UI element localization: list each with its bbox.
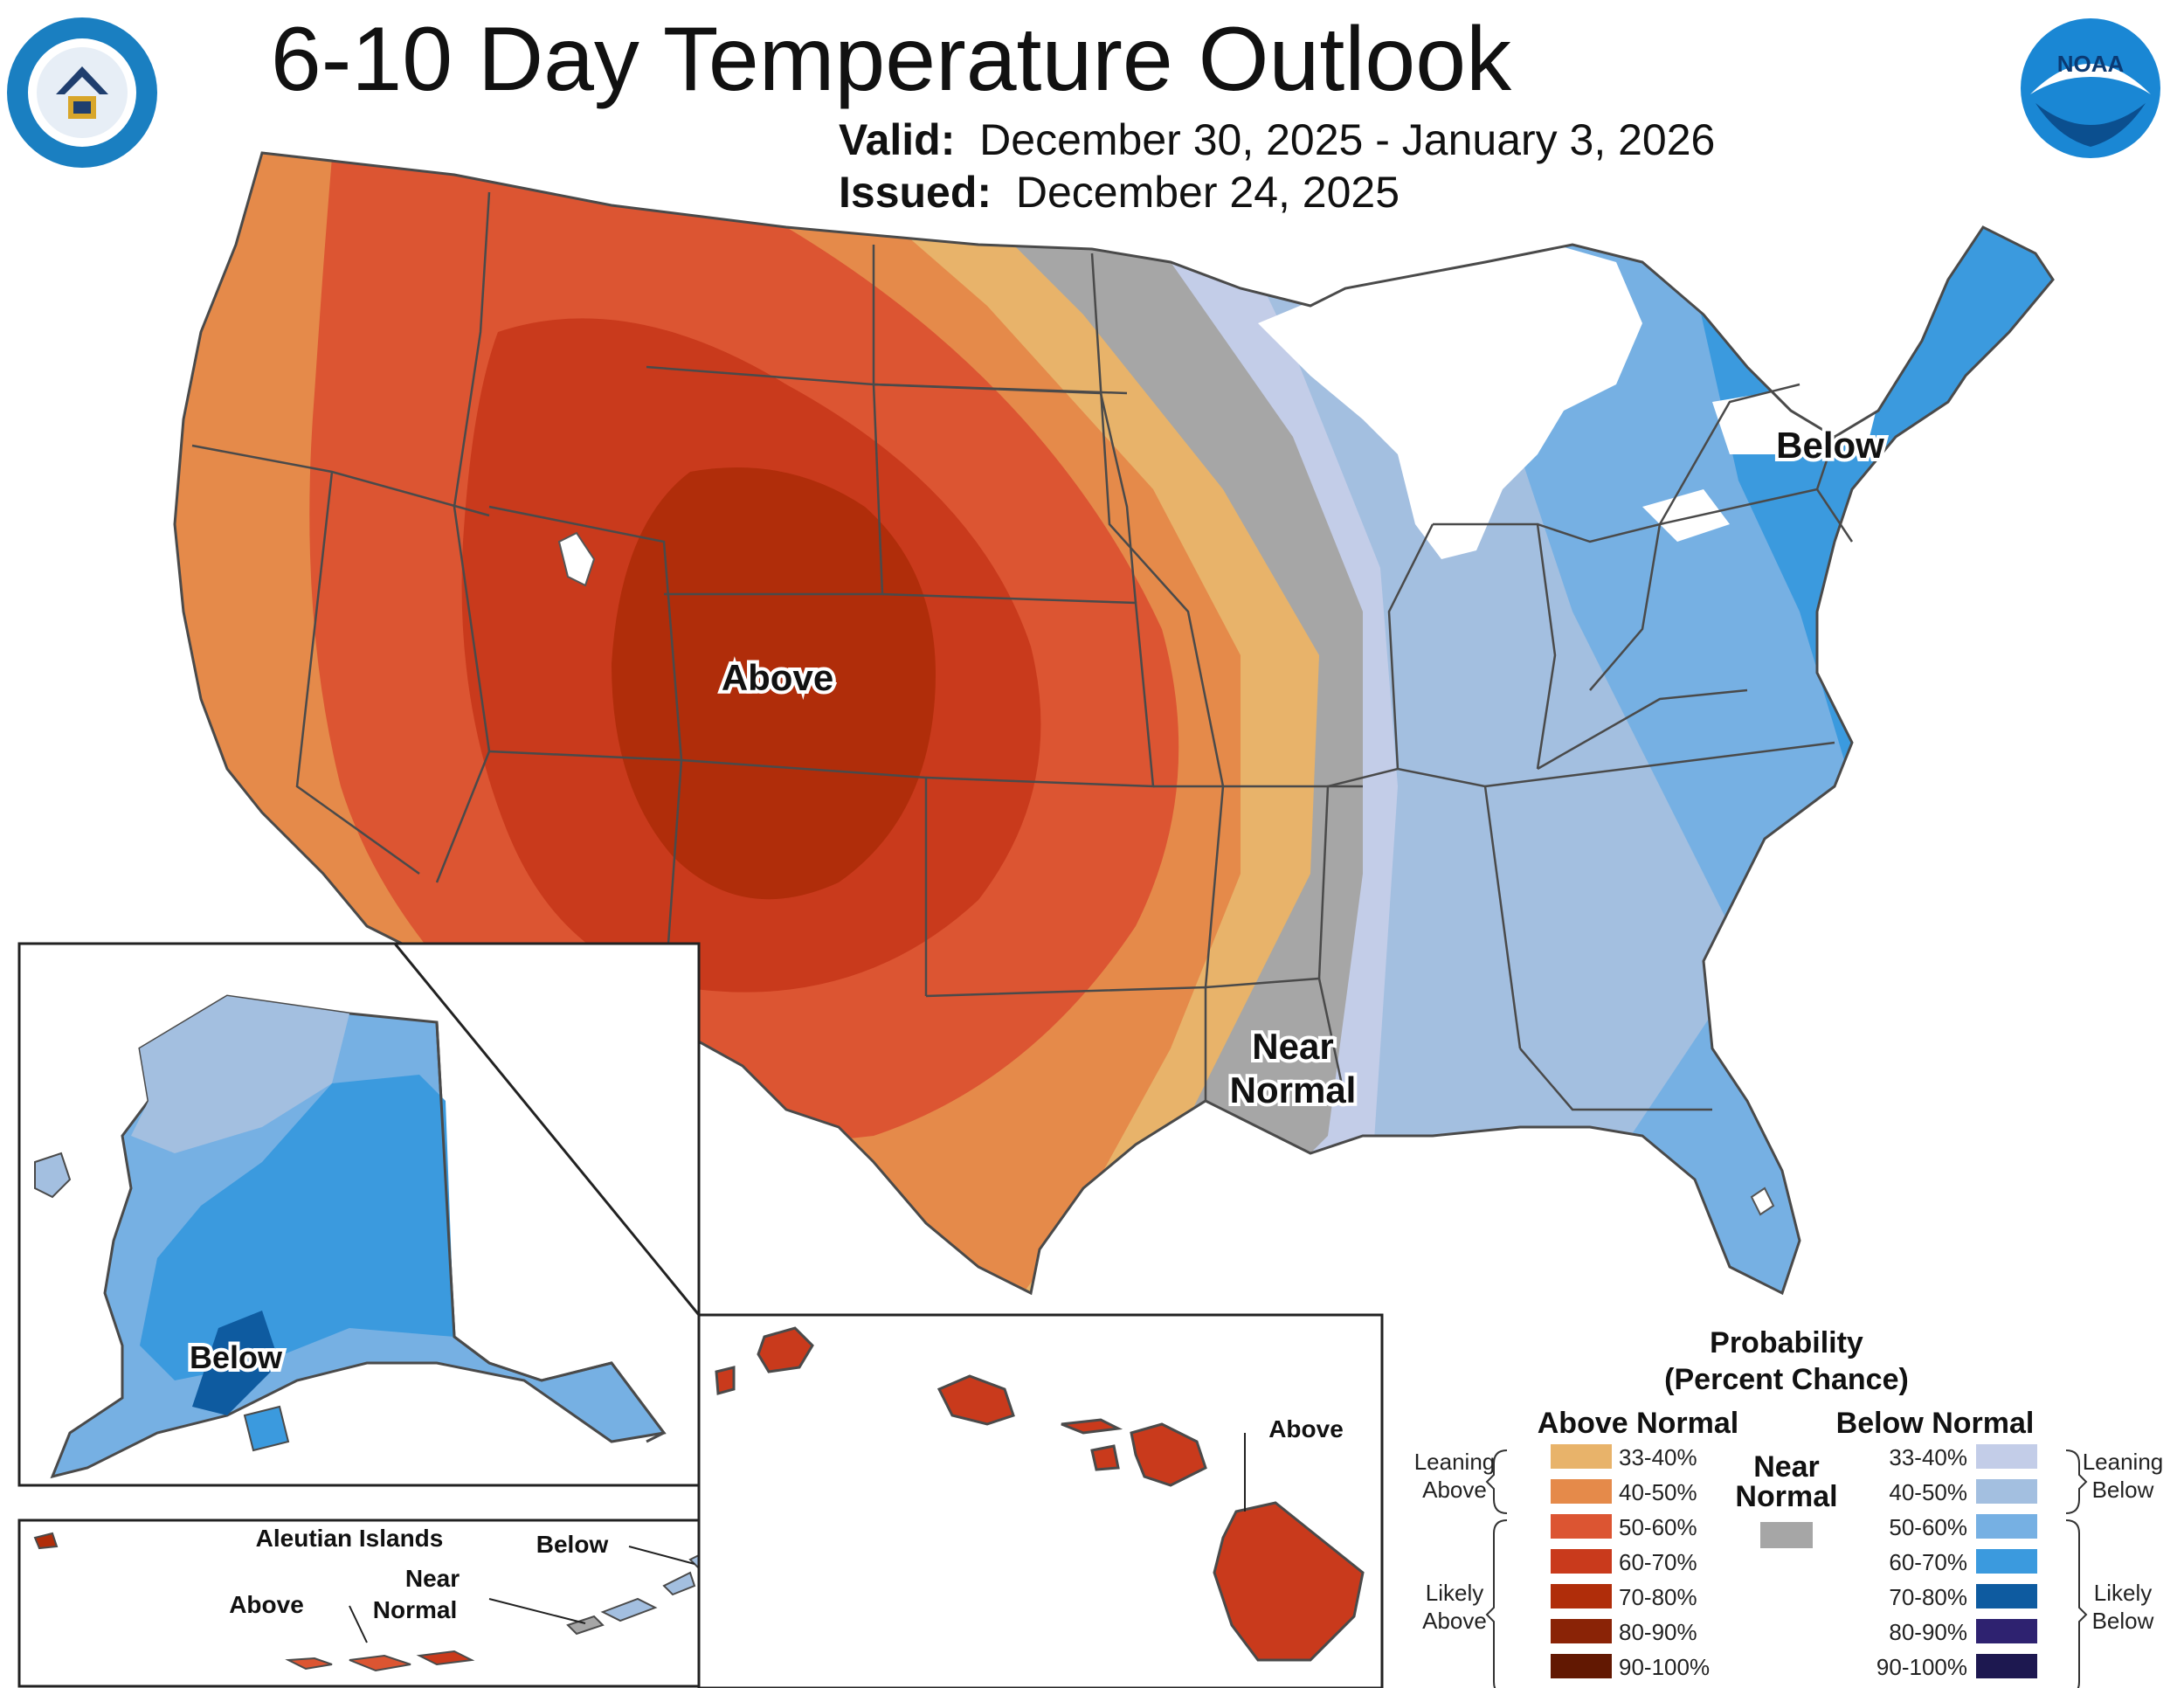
legend-below-swatch-5 xyxy=(1976,1619,2037,1643)
legend-above-swatch-6 xyxy=(1551,1654,1612,1678)
legend-above-range-3: 60-70% xyxy=(1619,1549,1697,1575)
legend-below-swatch-4 xyxy=(1976,1584,2037,1608)
legend-above-range-4: 70-80% xyxy=(1619,1584,1697,1610)
aleutian-islands xyxy=(33,1532,700,1672)
label-aleutian-below: Below xyxy=(536,1531,609,1558)
legend-near-1: Near xyxy=(1753,1450,1820,1484)
legend-above-range-5: 80-90% xyxy=(1619,1619,1697,1645)
legend-below-range-2: 50-60% xyxy=(1889,1514,1967,1540)
valid-dates: December 30, 2025 - January 3, 2026 xyxy=(979,115,1716,164)
label-aleutian-near-1: Near xyxy=(405,1565,460,1592)
legend-above-swatch-1 xyxy=(1551,1479,1612,1504)
legend-above-range-2: 50-60% xyxy=(1619,1514,1697,1540)
label-aleutian-title: Aleutian Islands xyxy=(256,1525,444,1552)
label-alaska-below: Below xyxy=(190,1339,283,1375)
legend-below-swatch-0 xyxy=(1976,1444,2037,1469)
label-aleutian-above: Above xyxy=(229,1591,304,1618)
label-hawaii-above: Above xyxy=(1268,1415,1344,1442)
legend-above-range-6: 90-100% xyxy=(1619,1654,1710,1680)
alaska-connector-line xyxy=(393,943,701,1316)
legend-below-range-4: 70-80% xyxy=(1889,1584,1967,1610)
label-conus-near-1: Near xyxy=(1252,1026,1333,1067)
legend-below-header: Below Normal xyxy=(1836,1407,2035,1440)
legend-above-swatch-3 xyxy=(1551,1549,1612,1574)
legend-below-swatches: 33-40% 40-50% 50-60% 60-70% 70-80% 80-90% 90-1… xyxy=(1876,1444,2037,1680)
commerce-seal-icon xyxy=(7,17,157,168)
conus-region xyxy=(175,153,2053,1293)
legend-swatch-near xyxy=(1760,1522,1813,1548)
legend-leaning-below-1: Leaning xyxy=(2083,1449,2164,1475)
legend-leaning-below-2: Below xyxy=(2092,1477,2154,1503)
legend-above-swatch-5 xyxy=(1551,1619,1612,1643)
legend-title-1: Probability xyxy=(1710,1326,1863,1359)
legend-above-swatch-4 xyxy=(1551,1584,1612,1608)
legend-below-range-0: 33-40% xyxy=(1889,1444,1967,1470)
label-conus-near-2: Normal xyxy=(1230,1069,1357,1110)
hawaii-islands xyxy=(715,1326,1365,1662)
valid-line: Valid: December 30, 2025 - January 3, 20… xyxy=(839,114,1715,166)
legend-above-swatch-2 xyxy=(1551,1514,1612,1539)
legend-likely-below-2: Below xyxy=(2092,1608,2154,1634)
legend: Probability (Percent Chance) Above Norma… xyxy=(1414,1326,2164,1688)
legend-below-swatch-3 xyxy=(1976,1549,2037,1574)
valid-label: Valid: xyxy=(839,115,956,164)
legend-below-range-1: 40-50% xyxy=(1889,1479,1967,1505)
legend-below-swatch-1 xyxy=(1976,1479,2037,1504)
legend-likely-above-1: Likely xyxy=(1426,1580,1483,1606)
legend-title-2: (Percent Chance) xyxy=(1664,1363,1909,1396)
label-aleutian-near-2: Normal xyxy=(373,1596,457,1623)
legend-above-range-0: 33-40% xyxy=(1619,1444,1697,1470)
legend-likely-above-2: Above xyxy=(1422,1608,1487,1634)
legend-below-swatch-2 xyxy=(1976,1514,2037,1539)
label-conus-below: Below xyxy=(1776,425,1884,466)
page-title: 6-10 Day Temperature Outlook xyxy=(270,9,1512,110)
legend-above-range-1: 40-50% xyxy=(1619,1479,1697,1505)
legend-below-range-5: 80-90% xyxy=(1889,1619,1967,1645)
legend-likely-below-1: Likely xyxy=(2094,1580,2152,1606)
legend-near-2: Normal xyxy=(1735,1480,1837,1513)
noaa-logo-text: NOAA xyxy=(2057,51,2125,77)
issued-date: December 24, 2025 xyxy=(1015,168,1400,217)
legend-leaning-above-1: Leaning xyxy=(1414,1449,1496,1475)
issued-label: Issued: xyxy=(839,168,992,217)
legend-leaning-above-2: Above xyxy=(1422,1477,1487,1503)
label-conus-above: Above xyxy=(722,657,833,698)
legend-below-range-6: 90-100% xyxy=(1876,1654,1967,1680)
issued-line: Issued: December 24, 2025 xyxy=(839,166,1400,218)
legend-below-swatch-6 xyxy=(1976,1654,2037,1678)
state-boundaries xyxy=(191,191,1854,1111)
legend-above-header: Above Normal xyxy=(1538,1407,1739,1440)
alaska-region xyxy=(34,994,667,1479)
noaa-logo-icon: NOAA xyxy=(2021,18,2160,158)
legend-above-swatches: 33-40% 40-50% 50-60% 60-70% 70-80% 80-90% 90-1… xyxy=(1551,1444,1710,1680)
legend-above-swatch-0 xyxy=(1551,1444,1612,1469)
legend-below-range-3: 60-70% xyxy=(1889,1549,1967,1575)
